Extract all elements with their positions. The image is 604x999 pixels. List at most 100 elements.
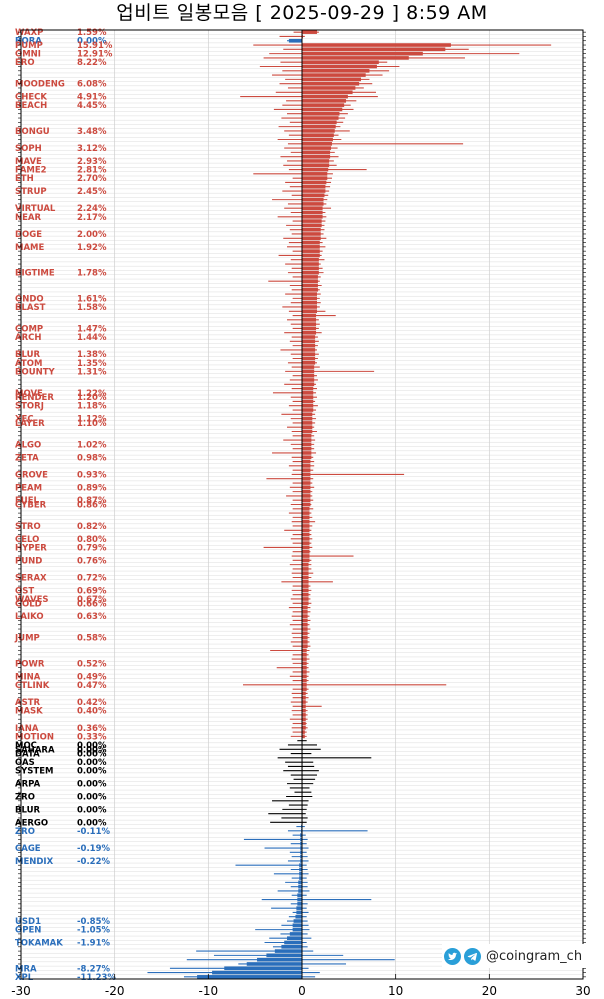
- bar: [302, 64, 377, 69]
- data-label: 3.48%: [77, 127, 107, 137]
- bar: [292, 923, 302, 928]
- bar: [302, 77, 362, 82]
- bar: [302, 369, 315, 374]
- bar: [302, 558, 310, 563]
- bar-label: BIGTIME: [15, 269, 55, 279]
- data-label: 0.66%: [77, 599, 107, 609]
- bar: [302, 47, 446, 52]
- bar: [302, 446, 312, 451]
- bar: [302, 657, 307, 661]
- data-label: -0.11%: [77, 827, 110, 837]
- bar: [302, 554, 310, 558]
- bar-label: CELO: [15, 535, 39, 545]
- bar: [302, 348, 316, 352]
- bar: [302, 725, 306, 730]
- data-label: 0.49%: [77, 672, 107, 682]
- data-label: 0.76%: [77, 556, 107, 566]
- data-label: 0.00%: [77, 805, 107, 815]
- bar-label: SOPH: [15, 144, 42, 154]
- bar: [302, 601, 309, 606]
- bar: [302, 356, 316, 361]
- bar-label: NEAR: [15, 213, 41, 223]
- bar: [302, 141, 332, 146]
- data-label: 0.00%: [77, 758, 107, 768]
- bar: [274, 949, 302, 953]
- bar: [295, 914, 302, 919]
- data-label: -0.19%: [77, 844, 110, 854]
- data-label: 0.87%: [77, 496, 107, 506]
- bar: [302, 476, 311, 481]
- bar: [302, 227, 321, 232]
- data-label: 1.47%: [77, 324, 107, 334]
- bar-label: BLAST: [15, 303, 46, 313]
- bar: [302, 236, 321, 241]
- bar: [212, 970, 302, 975]
- bar: [224, 966, 302, 971]
- bar: [302, 592, 309, 597]
- bar: [292, 927, 302, 932]
- bar-label: DOGE: [15, 230, 42, 240]
- bar: [302, 253, 320, 258]
- data-label: 0.82%: [77, 522, 107, 532]
- bar: [302, 459, 311, 464]
- bar: [302, 700, 306, 704]
- data-label: 0.00%: [77, 818, 107, 828]
- bar: [302, 232, 321, 236]
- bar-label: RENDER: [15, 393, 54, 403]
- bar: [302, 464, 311, 468]
- x-tick-label: -20: [105, 984, 125, 998]
- bar: [302, 339, 316, 344]
- bar: [302, 678, 307, 683]
- bar: [302, 176, 328, 180]
- bar-label: BLUR: [15, 350, 40, 360]
- bar: [302, 489, 311, 494]
- bar: [302, 605, 308, 610]
- bar: [302, 579, 309, 584]
- bar-label: WAXP: [15, 28, 43, 38]
- bar: [302, 202, 324, 206]
- bar: [302, 206, 323, 211]
- bar: [302, 81, 360, 86]
- bar-label: MINA: [15, 672, 41, 682]
- bar: [302, 184, 326, 189]
- x-tick-label: -30: [11, 984, 31, 998]
- bar: [302, 403, 314, 408]
- bar: [297, 897, 302, 902]
- bar: [302, 713, 306, 717]
- bar: [302, 468, 311, 472]
- watermark-handle: @coingram_ch: [486, 948, 583, 964]
- bar: [299, 876, 302, 880]
- bar: [246, 962, 302, 966]
- bar-label: AERGO: [15, 818, 48, 828]
- data-label: 0.42%: [77, 698, 107, 708]
- x-tick-label: -10: [199, 984, 219, 998]
- data-label: 0.40%: [77, 707, 107, 717]
- data-label: 0.89%: [77, 483, 107, 493]
- bar: [302, 648, 307, 653]
- bar-label: ALGO: [15, 440, 41, 450]
- chart-title: 업비트 일봉모음 [ 2025-09-29 ] 8:59 AM: [116, 2, 488, 24]
- data-label: 2.17%: [77, 213, 107, 223]
- bar-label: XPL: [15, 973, 34, 983]
- data-label: 0.80%: [77, 535, 107, 545]
- bar: [302, 326, 317, 331]
- bar: [302, 515, 310, 520]
- bar-label: STORJ: [15, 402, 44, 412]
- bar: [302, 330, 317, 335]
- data-label: 0.00%: [77, 780, 107, 790]
- bar-label: WAVES: [15, 595, 49, 605]
- data-label: 1.58%: [77, 303, 107, 313]
- bar-label: CTLINK: [15, 681, 50, 691]
- bar-label: ARCH: [15, 333, 41, 343]
- bar: [302, 652, 307, 657]
- bar: [302, 133, 334, 138]
- data-label: 1.78%: [77, 269, 107, 279]
- bar: [302, 537, 310, 541]
- bar: [302, 421, 313, 425]
- twitter-icon: [444, 947, 461, 965]
- bar: [281, 944, 302, 949]
- data-label: 1.35%: [77, 359, 107, 369]
- bar: [302, 189, 326, 193]
- bar: [302, 549, 310, 554]
- bar: [302, 416, 313, 421]
